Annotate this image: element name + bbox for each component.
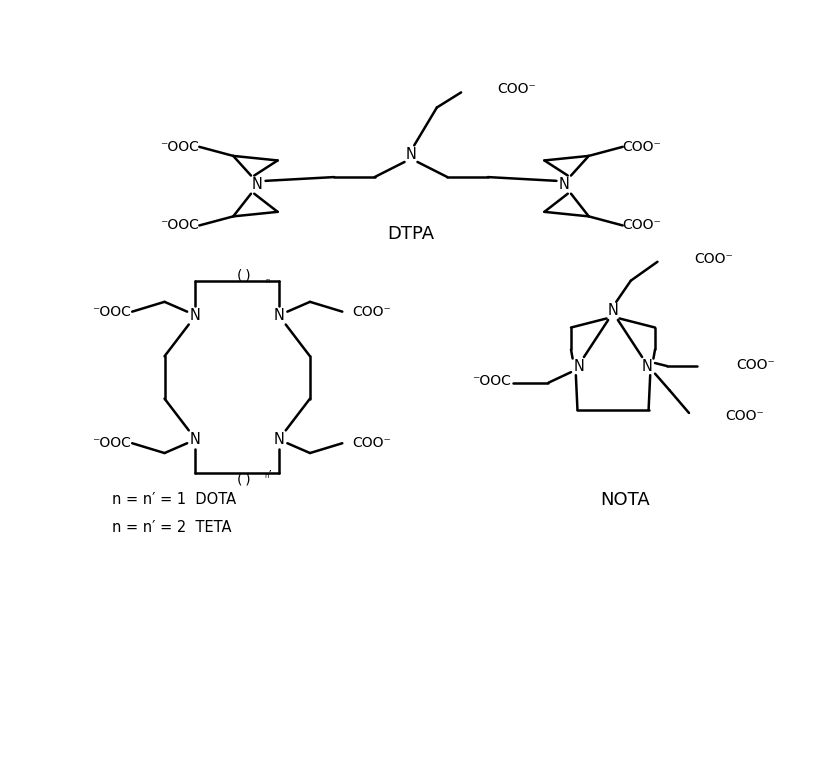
Text: ⁻OOC: ⁻OOC xyxy=(473,374,511,388)
Text: COO⁻: COO⁻ xyxy=(497,82,536,95)
Text: DTPA: DTPA xyxy=(387,225,435,243)
Text: ⁻OOC: ⁻OOC xyxy=(160,140,200,154)
Text: ⁻OOC: ⁻OOC xyxy=(160,219,200,233)
Text: N: N xyxy=(607,303,618,319)
Text: N: N xyxy=(190,308,201,323)
Text: N: N xyxy=(574,359,584,373)
Text: ⁻OOC: ⁻OOC xyxy=(92,305,131,319)
Text: N: N xyxy=(190,432,201,447)
Text: COO⁻: COO⁻ xyxy=(694,252,732,266)
Text: COO⁻: COO⁻ xyxy=(736,357,775,372)
Text: COO⁻: COO⁻ xyxy=(725,409,764,423)
Text: COO⁻: COO⁻ xyxy=(352,305,391,319)
Text: N: N xyxy=(559,177,570,192)
Text: ( ): ( ) xyxy=(237,473,251,487)
Text: n = n′ = 1  DOTA: n = n′ = 1 DOTA xyxy=(112,493,236,507)
Text: ( ): ( ) xyxy=(237,269,251,283)
Text: N: N xyxy=(274,308,284,323)
Text: N: N xyxy=(252,177,263,192)
Text: COO⁻: COO⁻ xyxy=(622,140,662,154)
Text: ₙ’: ₙ’ xyxy=(264,470,272,480)
Text: COO⁻: COO⁻ xyxy=(622,219,662,233)
Text: N: N xyxy=(274,432,284,447)
Text: N: N xyxy=(641,359,653,373)
Text: n = n′ = 2  TETA: n = n′ = 2 TETA xyxy=(112,520,232,534)
Text: COO⁻: COO⁻ xyxy=(352,437,391,450)
Text: NOTA: NOTA xyxy=(600,491,650,509)
Text: ₙ: ₙ xyxy=(266,275,270,285)
Text: ⁻OOC: ⁻OOC xyxy=(92,437,131,450)
Text: N: N xyxy=(405,147,417,162)
